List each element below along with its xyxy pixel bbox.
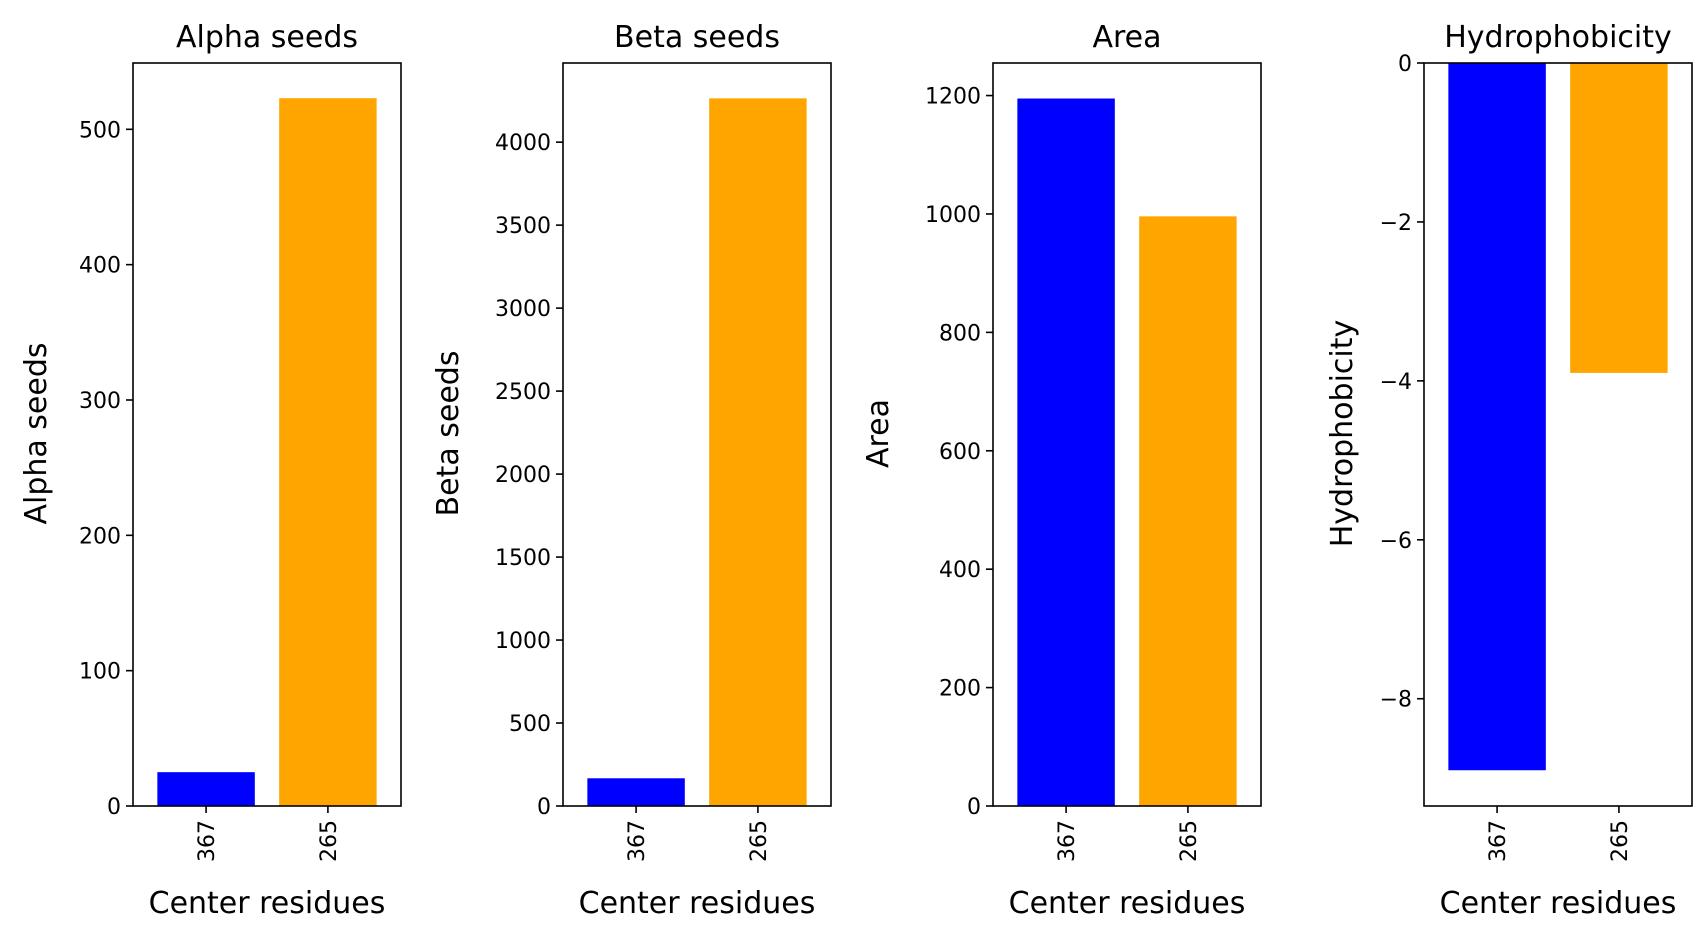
x-axis-title: Center residues [149,886,386,921]
axes-frame [992,62,1262,807]
panel-title: Alpha seeds [176,20,358,55]
y-tick-label: 200 [939,677,981,702]
y-tick-label: 100 [79,660,121,685]
y-tick-label: 500 [509,712,551,737]
y-tick-label: 1000 [925,203,981,228]
x-tick-label: 265 [1608,820,1633,862]
y-tick-label: −8 [1380,688,1412,713]
x-tick-label: 367 [195,820,220,862]
x-tick-label: 265 [317,820,342,862]
axes-frame [562,62,832,807]
y-tick-label: 0 [1398,52,1412,77]
panel-2: 0 500 1000 1500 2000 2500 3000 3500 4000 367 265 Be… [431,20,832,921]
panel-3: 0 200 400 600 800 1000 1200 367 265 Area Center re… [861,20,1262,921]
axes-frame [132,62,402,807]
y-tick-label: 200 [79,524,121,549]
panel-title: Area [1092,20,1161,55]
bar-367 [1448,63,1546,771]
panel-title: Hydrophobicity [1444,20,1672,55]
y-tick-label: −6 [1380,529,1412,554]
y-tick-label: 400 [79,254,121,279]
bar-367 [1017,98,1115,806]
panel-title: Beta seeds [614,20,780,55]
y-tick-label: 800 [939,321,981,346]
y-tick-label: 600 [939,440,981,465]
bar-265 [709,98,807,806]
y-axis-title: Area [861,399,896,468]
y-tick-label: 0 [537,795,551,820]
x-tick-label: 367 [625,820,650,862]
panel-1: 0 100 200 300 400 500 367 265 Alpha seeds Center … [19,20,402,921]
bar-265 [279,98,377,806]
x-tick-label: 265 [747,820,772,862]
y-tick-label: 2000 [495,463,551,488]
axes-frame [1423,62,1693,807]
bar-367 [157,772,255,806]
y-tick-label: 400 [939,558,981,583]
y-tick-label: 1200 [925,85,981,110]
panel-4: 0 −2 −4 −6 −8 367 265 Hydrophobicity Center resi… [1325,20,1693,921]
y-tick-label: 4000 [495,131,551,156]
y-axis-title: Beta seeds [431,351,466,517]
y-tick-label: 1500 [495,546,551,571]
bar-265 [1139,216,1237,807]
x-tick-label: 265 [1177,820,1202,862]
x-axis-title: Center residues [1440,886,1677,921]
y-tick-label: 3000 [495,297,551,322]
y-tick-label: 300 [79,389,121,414]
x-axis-title: Center residues [579,886,816,921]
bar-265 [1570,63,1668,373]
y-tick-label: −2 [1380,211,1412,236]
x-tick-label: 367 [1055,820,1080,862]
y-tick-label: 1000 [495,629,551,654]
y-tick-label: 500 [79,118,121,143]
y-axis-title: Hydrophobicity [1325,320,1360,548]
y-tick-label: 3500 [495,214,551,239]
x-axis-title: Center residues [1009,886,1246,921]
y-tick-label: 0 [967,795,981,820]
y-axis-title: Alpha seeds [19,342,54,524]
x-tick-label: 367 [1486,820,1511,862]
y-tick-label: 2500 [495,380,551,405]
y-tick-label: 0 [107,795,121,820]
y-tick-label: −4 [1380,370,1412,395]
bar-367 [587,778,685,806]
